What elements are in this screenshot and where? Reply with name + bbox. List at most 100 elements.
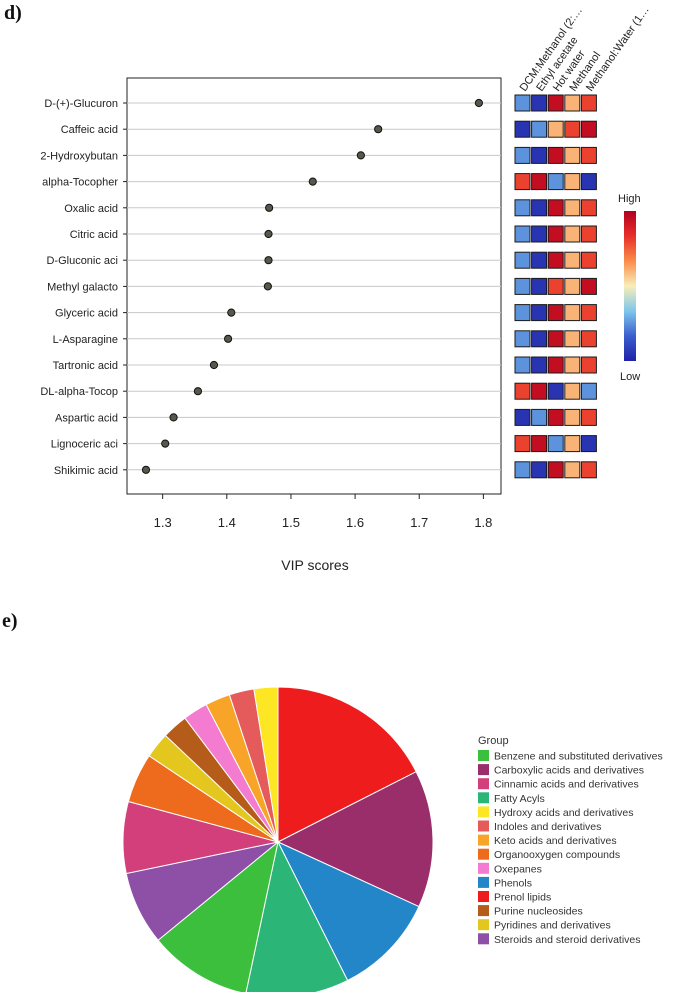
vip-point	[193, 387, 203, 396]
heatmap-cell	[580, 356, 597, 374]
heatmap-cell	[564, 304, 581, 322]
legend-swatch	[478, 862, 489, 874]
heatmap-cell	[580, 199, 597, 217]
heatmap-cell	[514, 199, 531, 217]
heatmap-cell	[514, 225, 531, 243]
heatmap-cell	[531, 120, 548, 138]
heatmap-cell	[564, 251, 581, 269]
heatmap-cell	[547, 382, 564, 400]
heatmap-cell	[514, 251, 531, 269]
heatmap-cell	[531, 251, 548, 269]
heatmap-cell	[580, 173, 597, 191]
heatmap-cell	[547, 435, 564, 453]
y-tick-label: 2-Hydroxybutan	[40, 150, 118, 162]
heatmap-cell	[514, 382, 531, 400]
heatmap-cell	[547, 225, 564, 243]
y-tick-label: DL-alpha-Tocop	[40, 386, 118, 398]
heatmap-cell	[514, 435, 531, 453]
heatmap-cell	[531, 356, 548, 374]
y-tick-label: Lignoceric aci	[51, 439, 118, 451]
vip-chart: D-(+)-Glucuron Caffeic acid 2-Hydroxybutan…	[40, 4, 651, 573]
heatmap-cell	[564, 199, 581, 217]
vip-point	[308, 177, 317, 186]
vip-point	[161, 439, 170, 448]
heatmap-cell	[547, 408, 564, 426]
legend-swatch	[478, 933, 489, 945]
legend-item-label: Cinnamic acids and derivatives	[494, 779, 639, 791]
heatmap-cell	[580, 120, 597, 138]
heatmap-cell	[564, 356, 581, 374]
x-tick-label: 1.6	[346, 515, 364, 530]
heatmap-cell	[580, 94, 597, 112]
legend-swatch	[478, 876, 489, 888]
heatmap-cell	[564, 330, 581, 348]
panel-d-label: d)	[4, 2, 22, 24]
y-tick-label: Oxalic acid	[64, 203, 118, 215]
heatmap-cell	[564, 225, 581, 243]
heatmap-cell	[531, 225, 548, 243]
heatmap-cell	[580, 146, 597, 164]
vip-point	[374, 125, 383, 134]
heatmap-cell	[514, 146, 531, 164]
legend-swatch	[478, 919, 489, 931]
x-tick-label: 1.8	[474, 515, 492, 530]
y-tick-label: D-Gluconic aci	[46, 255, 118, 267]
heatmap-cell	[514, 120, 531, 138]
pie-slice	[245, 840, 349, 992]
heatmap-cell	[564, 382, 581, 400]
group-pie-chart: Group Benzene and substituted derivatives…	[122, 686, 663, 992]
vip-point	[141, 465, 151, 474]
heatmap-cell	[531, 461, 548, 479]
heatmap-cell	[564, 94, 581, 112]
pie-slice	[276, 840, 420, 982]
heatmap-cell	[547, 251, 564, 269]
legend-item-label: Prenol lipids	[494, 892, 551, 904]
legend-item-label: Organooxygen compounds	[494, 849, 620, 861]
x-tick-label: 1.7	[410, 515, 428, 530]
legend-item-label: Keto acids and derivatives	[494, 835, 617, 847]
heatmap-cell	[564, 408, 581, 426]
legend-swatch	[478, 891, 489, 902]
heatmap-cell	[564, 277, 581, 295]
legend-item-label: Indoles and derivatives	[494, 821, 601, 833]
heatmap-cell	[531, 173, 548, 191]
heatmap-cell	[564, 435, 581, 453]
heatmap-cell	[580, 461, 597, 479]
heatmap-cell	[531, 146, 548, 164]
heatmap-cell	[547, 356, 564, 374]
legend-swatch	[478, 806, 489, 818]
legend-swatch	[478, 820, 489, 832]
heatmap-cell	[580, 225, 597, 243]
pie-slice	[253, 686, 279, 843]
heatmap-cell	[580, 382, 597, 400]
heatmap-cell	[580, 330, 597, 348]
vip-point	[263, 282, 272, 291]
legend-swatch	[478, 848, 489, 860]
heatmap-cell	[531, 277, 548, 295]
x-tick-label: 1.3	[154, 515, 172, 530]
pie-slice	[157, 840, 279, 992]
legend-swatch	[478, 905, 489, 917]
heatmap-cell	[547, 199, 564, 217]
legend-swatch	[478, 764, 489, 776]
pie-slice	[276, 771, 434, 908]
color-key-low-label: Low	[620, 371, 640, 383]
heatmap-cell	[514, 461, 531, 479]
legend-item-label: Steroids and steroid derivatives	[494, 934, 641, 946]
vip-point	[264, 256, 273, 265]
y-tick-label: Shikimic acid	[54, 465, 118, 477]
panel-e-label: e)	[2, 610, 18, 632]
heatmap-cell	[580, 251, 597, 269]
heatmap-cell	[547, 330, 564, 348]
heatmap-cell	[514, 408, 531, 426]
heatmap-cell	[531, 199, 548, 217]
y-tick-label: Glyceric acid	[55, 308, 118, 320]
heatmap-cell	[514, 173, 531, 191]
heatmap-cell	[547, 173, 564, 191]
y-tick-label: Caffeic acid	[61, 124, 118, 136]
heatmap-cell	[531, 408, 548, 426]
color-key-high-label: High	[618, 193, 641, 205]
heatmap-cell	[564, 461, 581, 479]
heatmap-cell	[531, 330, 548, 348]
heatmap-cell	[580, 435, 597, 453]
